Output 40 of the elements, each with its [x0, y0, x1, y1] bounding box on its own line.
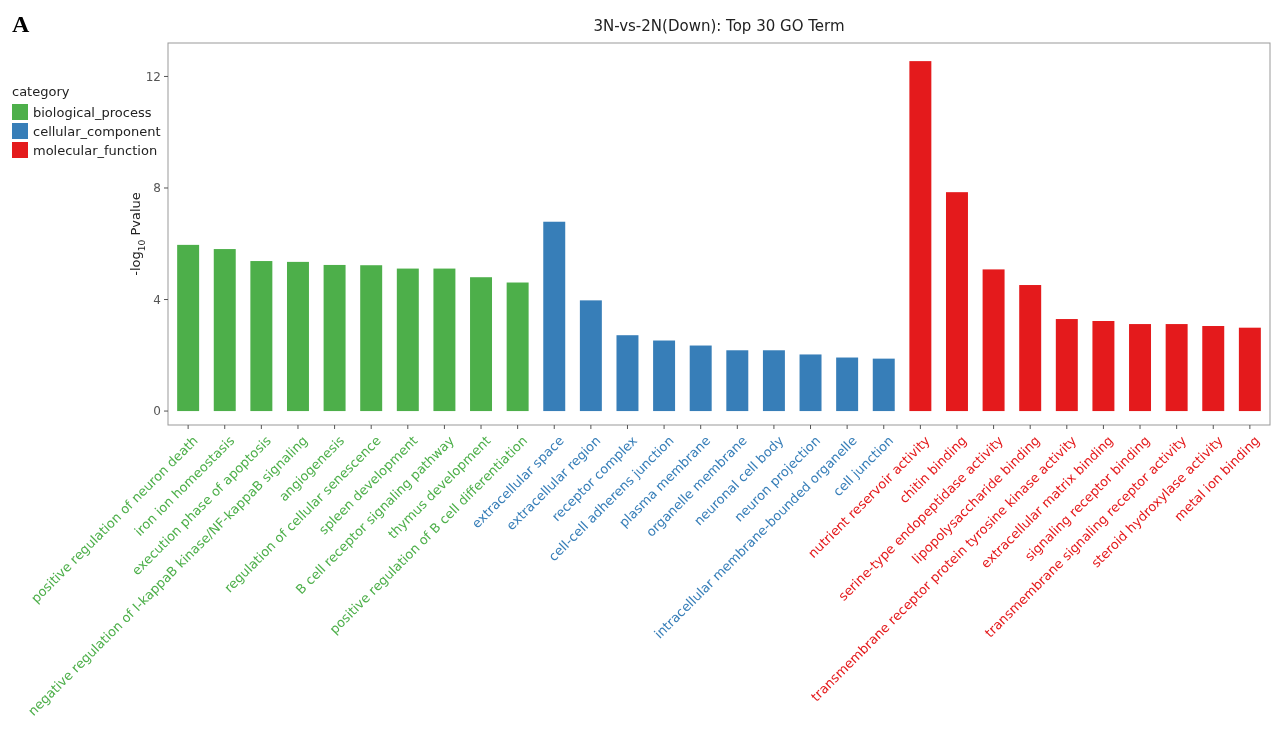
- bar: [470, 277, 493, 412]
- bar: [653, 340, 676, 412]
- bar: [1129, 324, 1152, 412]
- bar: [177, 244, 200, 412]
- bar: [689, 345, 712, 412]
- legend-label: molecular_function: [33, 142, 158, 158]
- bar: [726, 350, 749, 412]
- y-tick-label: 12: [145, 69, 161, 84]
- bar: [433, 268, 456, 412]
- bar: [945, 192, 968, 412]
- bar: [872, 358, 895, 412]
- legend-title: category: [12, 84, 70, 99]
- bar: [762, 350, 785, 412]
- bar: [836, 357, 859, 412]
- y-tick-label: 8: [153, 181, 161, 196]
- bar: [213, 249, 236, 412]
- bar: [982, 269, 1005, 412]
- bar: [1202, 326, 1225, 412]
- y-tick-label: 0: [153, 404, 161, 419]
- bar: [323, 264, 346, 412]
- legend-label: biological_process: [33, 104, 152, 120]
- bar: [1238, 327, 1261, 412]
- chart-title: 3N-vs-2N(Down): Top 30 GO Term: [593, 17, 845, 35]
- bar: [250, 261, 273, 412]
- bar: [506, 282, 529, 412]
- bar: [543, 221, 566, 412]
- bar: [579, 300, 602, 412]
- bar: [799, 354, 822, 412]
- bar: [396, 268, 419, 412]
- legend-label: cellular_component: [33, 123, 161, 139]
- bar: [616, 335, 639, 412]
- bar: [1165, 324, 1188, 412]
- bar: [1092, 321, 1115, 412]
- bar: [909, 61, 932, 412]
- bar: [286, 261, 309, 412]
- y-tick-label: 4: [153, 292, 161, 307]
- bar: [1055, 319, 1078, 412]
- bar: [1019, 285, 1042, 412]
- text: A: [12, 11, 30, 37]
- bar: [360, 265, 383, 412]
